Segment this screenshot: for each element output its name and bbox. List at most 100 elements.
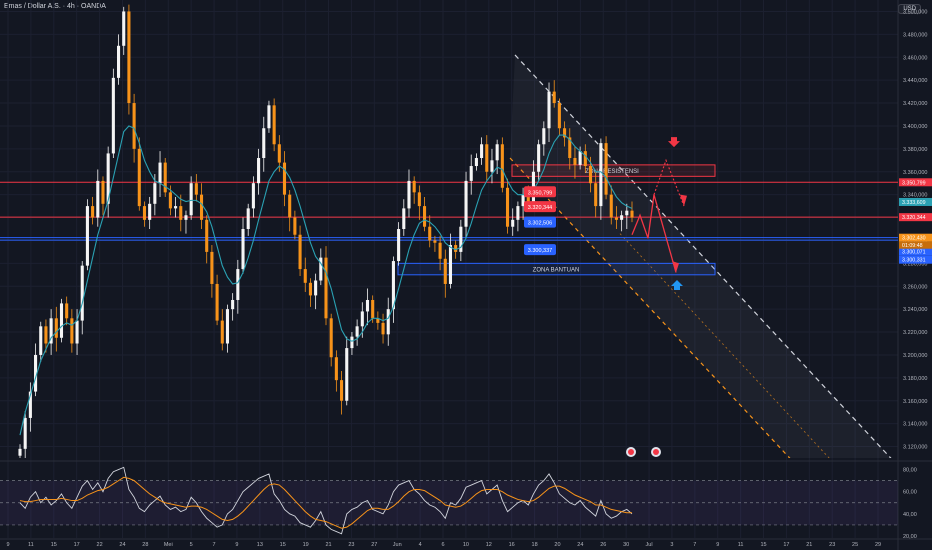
price-tick-label: 3.400,000: [903, 124, 927, 130]
candle-body: [288, 194, 292, 218]
price-tick-label: 3.260,000: [903, 284, 927, 290]
event-flag-icon-inner: [628, 449, 634, 455]
rsi-panel: [0, 466, 898, 535]
candle-body: [360, 311, 364, 327]
candle-body: [609, 194, 613, 218]
level-price-tag: [524, 201, 556, 213]
candle-body: [381, 322, 385, 335]
time-tick-label: 29: [875, 542, 881, 548]
candle-body: [39, 326, 43, 355]
time-tick-label: 15: [280, 542, 286, 548]
candle-body: [324, 257, 328, 319]
price-tick-label: 3.480,000: [903, 32, 927, 38]
candle-body: [500, 144, 504, 188]
candle-body: [215, 283, 219, 321]
candle-body: [583, 151, 587, 167]
down-arrow-icon: [668, 137, 680, 148]
currency-badge[interactable]: USD: [898, 4, 921, 14]
candle-body: [262, 128, 266, 159]
candle-body: [454, 245, 458, 252]
candle-body: [298, 234, 302, 270]
axis-price-tag: [899, 197, 932, 206]
time-tick-label: Jun: [393, 542, 402, 548]
candle-body: [44, 326, 48, 344]
candle-body: [80, 265, 84, 321]
candle-body: [614, 217, 618, 220]
candle-body: [241, 229, 245, 270]
channel-fill: [510, 54, 891, 458]
candle-body: [474, 158, 478, 167]
candle-body: [122, 11, 126, 46]
candle-body: [158, 162, 162, 184]
up-arrow-icon: [671, 279, 683, 290]
candle-body: [521, 194, 525, 207]
channel-upper-line: [514, 54, 892, 458]
candle-body: [168, 192, 172, 209]
candle-body: [28, 391, 32, 418]
time-tick-label: 30: [623, 542, 629, 548]
time-tick-label: 15: [51, 542, 57, 548]
candle-body: [101, 180, 105, 204]
candle-body: [70, 318, 74, 344]
rsi-tick-label: 80,00: [903, 468, 917, 474]
resistance-zone: [511, 164, 716, 177]
axis-price-tag: [899, 255, 932, 264]
level-labels: 3.350,799 3.320,344 3.302,506 3.300,337: [524, 186, 556, 256]
level-price-text: 3.302,506: [528, 221, 552, 227]
time-tick-label: 19: [303, 542, 309, 548]
time-tick-label: 20: [554, 542, 560, 548]
price-tick-label: 3.220,000: [903, 330, 927, 336]
candle-body: [495, 144, 499, 161]
candle-body: [199, 194, 204, 220]
candle-body: [18, 448, 22, 456]
zones: ZONA RESISTENSI ZONA BANTUAN: [397, 164, 716, 276]
time-tick-label: 4: [419, 542, 422, 548]
candle-body: [563, 128, 567, 138]
countdown-tag: [899, 241, 932, 249]
price-tick-label: 3.120,000: [903, 445, 927, 451]
time-tick-label: 26: [600, 542, 606, 548]
candle-body: [246, 208, 250, 229]
candle-body: [469, 166, 473, 181]
time-tick-label: 13: [257, 542, 263, 548]
price-tick-label: 3.200,000: [903, 353, 927, 359]
candle-body: [588, 166, 593, 184]
candle-body: [85, 206, 89, 266]
time-tick-label: 24: [577, 542, 583, 548]
candle-body: [49, 318, 53, 344]
price-tick-label: 3.340,000: [903, 193, 927, 199]
candle-body: [137, 148, 141, 207]
countdown-text: 01:09:48: [902, 243, 923, 249]
candle-body: [371, 299, 375, 319]
candle-body: [428, 226, 432, 241]
axis-price-text: 3.320,344: [902, 215, 926, 221]
candle-body: [412, 180, 416, 193]
price-axis: 3.500,000 3.480,000 3.460,000 3.440,000 3.42…: [899, 9, 932, 451]
time-tick-label: 6: [441, 542, 444, 548]
candle-body: [329, 318, 333, 358]
candle-body: [599, 143, 603, 207]
time-tick-label: 10: [463, 542, 469, 548]
candle-body: [96, 180, 100, 218]
axis-price-text: 3.333,609: [902, 200, 926, 206]
candle-body: [402, 208, 406, 229]
candle-body: [163, 162, 167, 193]
candle-body: [319, 257, 323, 281]
time-tick-label: Jul: [646, 542, 653, 548]
candle-body: [490, 160, 494, 172]
candle-body: [516, 206, 520, 220]
candle-body: [391, 261, 395, 310]
candle-body: [236, 269, 240, 300]
candle-body: [127, 11, 131, 104]
candle-body: [557, 103, 561, 129]
time-tick-label: 3: [670, 542, 673, 548]
projection-path: [631, 194, 677, 273]
candle-body: [537, 144, 541, 172]
candle-body: [443, 258, 447, 284]
price-tick-label: 3.180,000: [903, 376, 927, 382]
candle-body: [205, 219, 209, 252]
candle-body: [505, 187, 510, 227]
candle-body: [111, 77, 115, 154]
time-tick-label: 11: [28, 542, 34, 548]
